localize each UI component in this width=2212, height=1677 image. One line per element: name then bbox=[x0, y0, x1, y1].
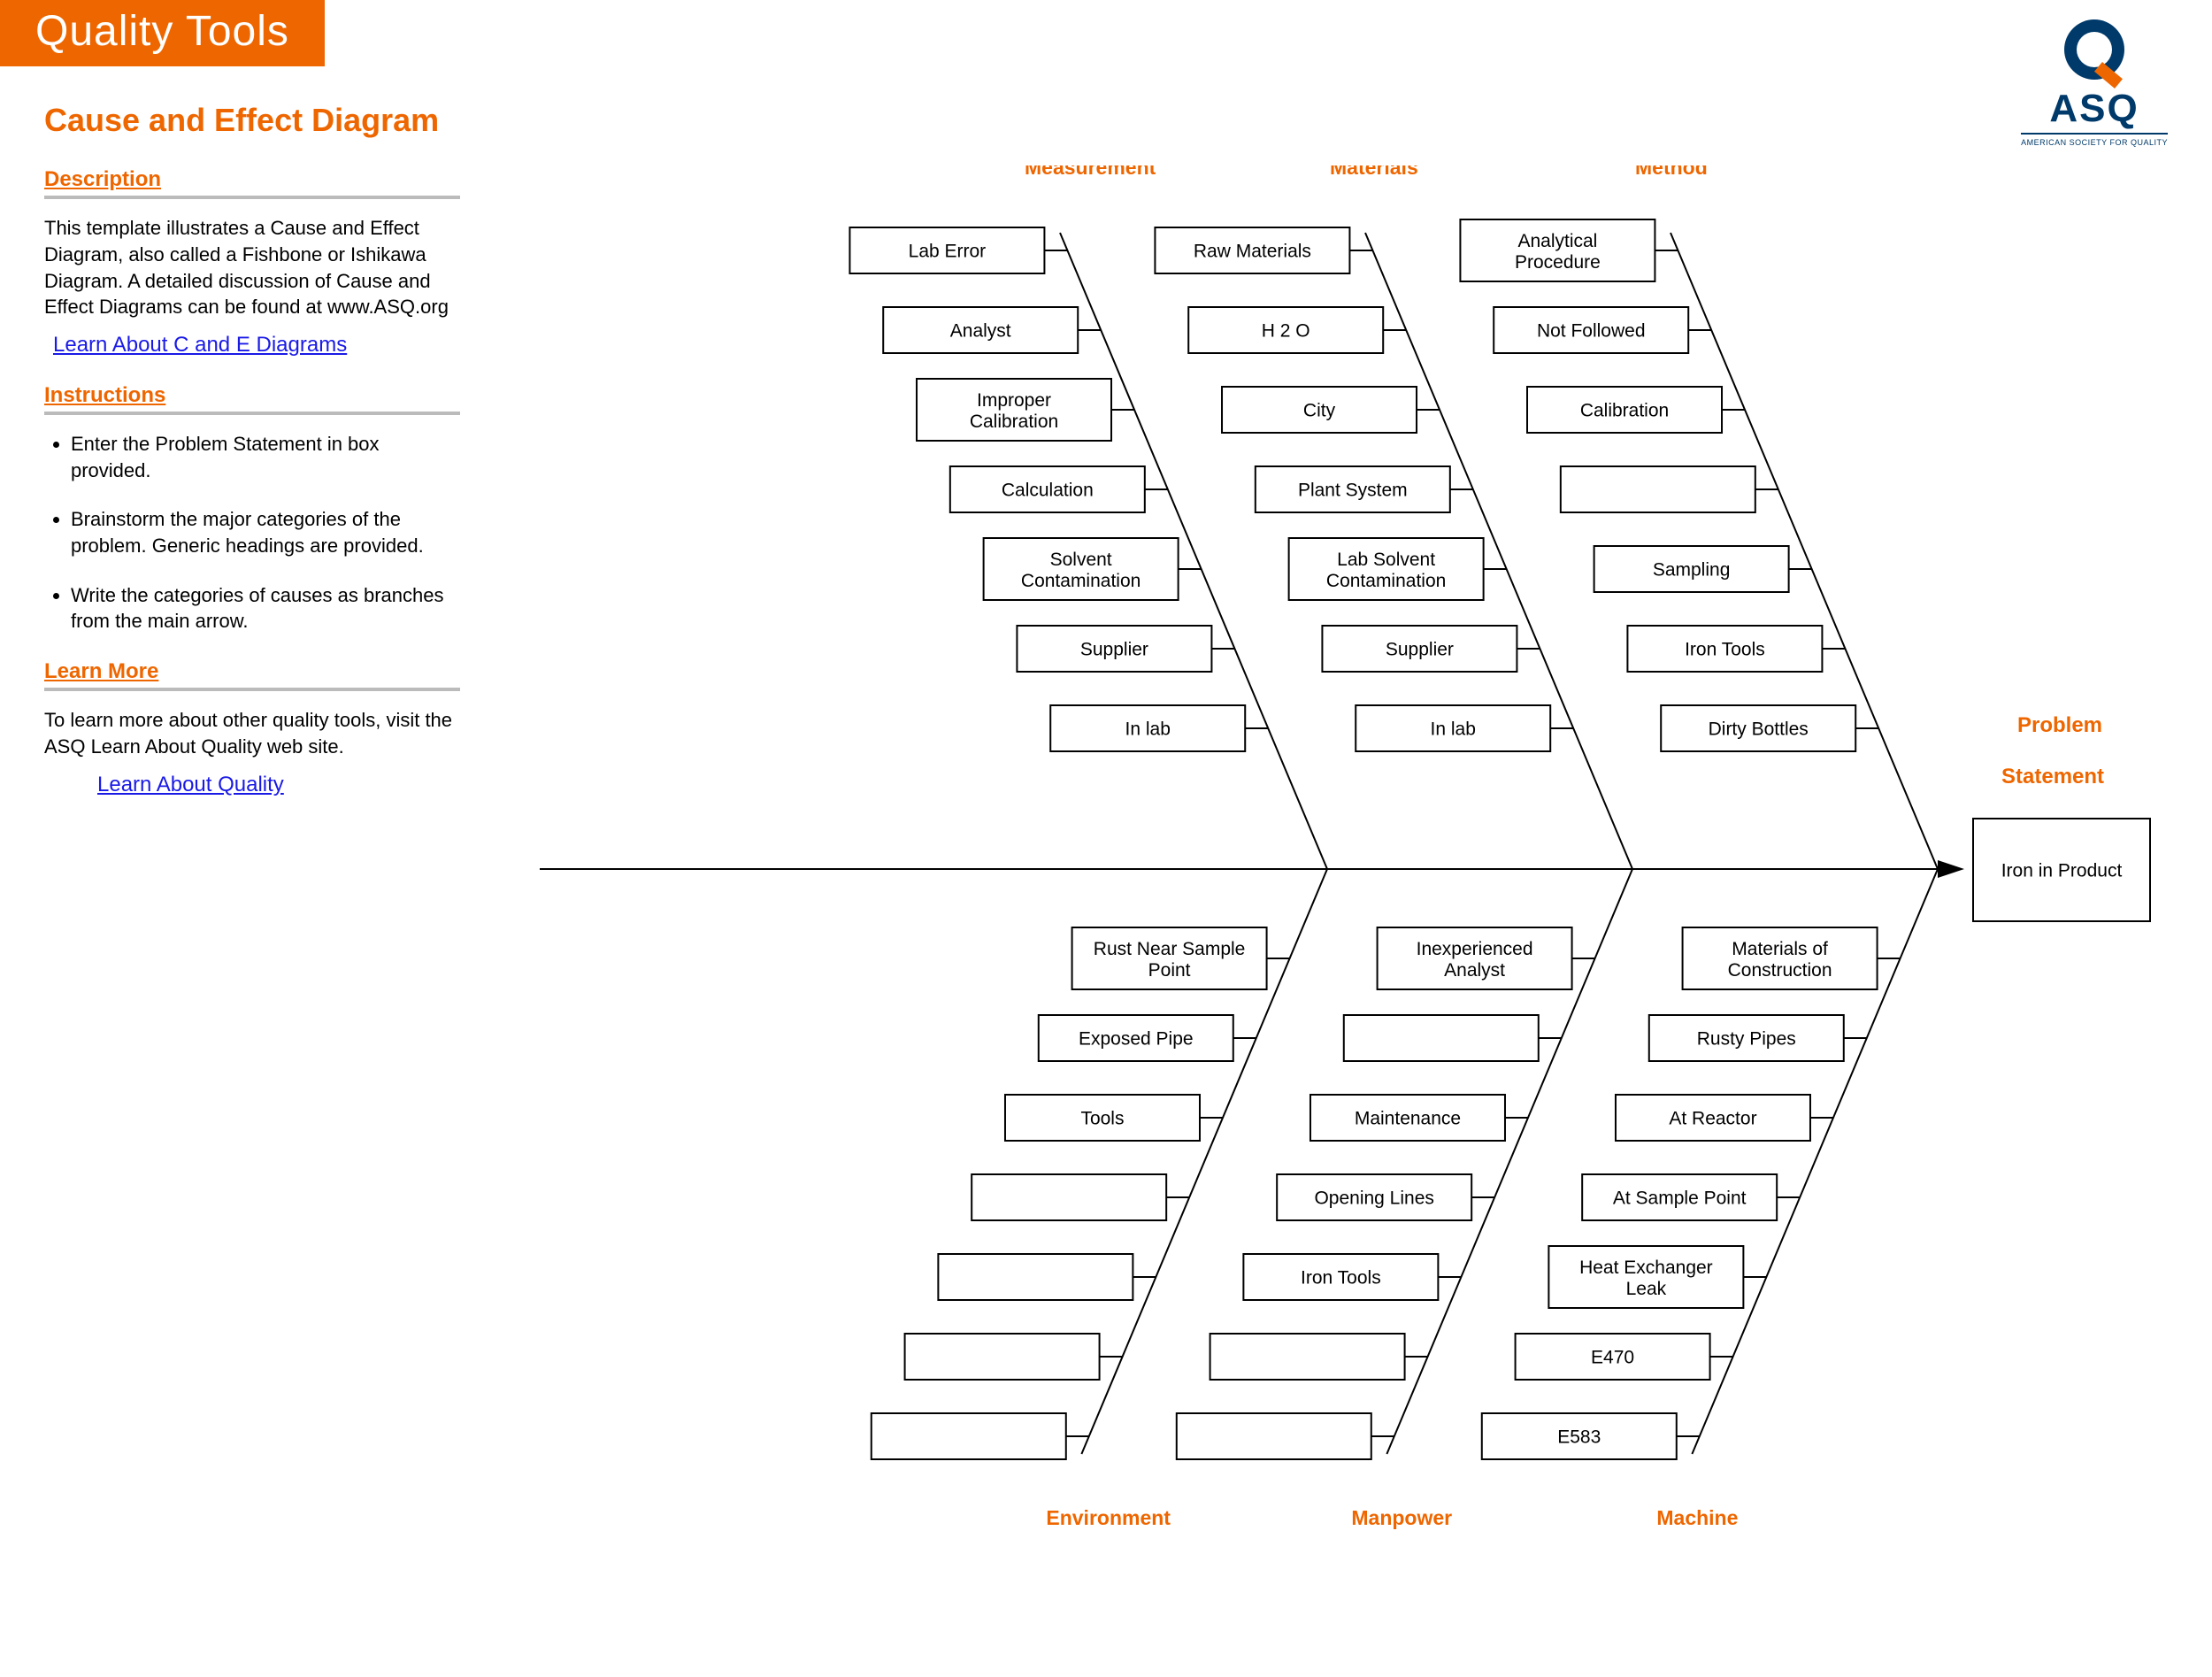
cause-box: Supplier bbox=[1322, 626, 1517, 672]
cause-box: Dirty Bottles bbox=[1661, 705, 1855, 751]
svg-text:At Sample Point: At Sample Point bbox=[1613, 1188, 1747, 1208]
cause-box: Iron Tools bbox=[1627, 626, 1822, 672]
cause-box: At Sample Point bbox=[1582, 1174, 1777, 1220]
svg-text:In lab: In lab bbox=[1125, 719, 1171, 739]
page-banner: Quality Tools bbox=[0, 0, 325, 66]
cause-box: Raw Materials bbox=[1155, 227, 1349, 273]
divider bbox=[44, 688, 460, 691]
cause-box: City bbox=[1222, 387, 1417, 433]
cause-box: AnalyticalProcedure bbox=[1460, 219, 1655, 281]
cause-box: Opening Lines bbox=[1277, 1174, 1471, 1220]
category-label: Manpower bbox=[1351, 1506, 1452, 1529]
svg-text:Opening Lines: Opening Lines bbox=[1314, 1188, 1433, 1208]
svg-text:Problem: Problem bbox=[2017, 713, 2102, 737]
svg-text:Iron Tools: Iron Tools bbox=[1685, 639, 1765, 659]
asq-q-icon bbox=[2055, 18, 2134, 88]
cause-box: E470 bbox=[1516, 1334, 1710, 1380]
cause-box: Iron Tools bbox=[1243, 1254, 1438, 1300]
svg-text:Dirty Bottles: Dirty Bottles bbox=[1709, 719, 1809, 739]
asq-tagline: AMERICAN SOCIETY FOR QUALITY bbox=[2021, 133, 2168, 147]
svg-text:Lab Error: Lab Error bbox=[909, 241, 987, 261]
svg-text:Iron in Product: Iron in Product bbox=[2001, 860, 2123, 881]
svg-text:Sampling: Sampling bbox=[1653, 559, 1731, 580]
category-label: Method bbox=[1635, 165, 1708, 179]
description-text: This template illustrates a Cause and Ef… bbox=[44, 215, 460, 320]
cause-box: Tools bbox=[1005, 1095, 1200, 1141]
instruction-item: Brainstorm the major categories of the p… bbox=[71, 506, 460, 558]
asq-logo: ASQ AMERICAN SOCIETY FOR QUALITY bbox=[2021, 18, 2168, 147]
svg-text:Calibration: Calibration bbox=[1580, 400, 1669, 420]
cause-box: Rusty Pipes bbox=[1649, 1015, 1844, 1061]
svg-text:Iron Tools: Iron Tools bbox=[1301, 1267, 1381, 1288]
description-heading: Description bbox=[44, 165, 460, 194]
divider bbox=[44, 412, 460, 415]
cause-box: Not Followed bbox=[1494, 307, 1688, 353]
cause-box: In lab bbox=[1356, 705, 1550, 751]
learn-quality-link[interactable]: Learn About Quality bbox=[97, 771, 284, 799]
cause-box: Calculation bbox=[950, 466, 1145, 512]
svg-text:Rusty Pipes: Rusty Pipes bbox=[1697, 1028, 1796, 1049]
cause-box: Lab SolventContamination bbox=[1289, 538, 1484, 600]
category-label: Materials bbox=[1330, 165, 1418, 179]
instruction-item: Enter the Problem Statement in box provi… bbox=[71, 431, 460, 483]
svg-text:ImproperCalibration: ImproperCalibration bbox=[970, 390, 1058, 432]
cause-box: Calibration bbox=[1527, 387, 1722, 433]
cause-box: Heat ExchangerLeak bbox=[1548, 1246, 1743, 1308]
cause-box: Rust Near SamplePoint bbox=[1072, 927, 1267, 989]
svg-text:AnalyticalProcedure: AnalyticalProcedure bbox=[1515, 231, 1601, 273]
cause-box: Lab Error bbox=[849, 227, 1044, 273]
svg-text:E583: E583 bbox=[1557, 1427, 1601, 1447]
asq-wordmark: ASQ bbox=[2021, 87, 2168, 131]
category-label: Machine bbox=[1656, 1506, 1738, 1529]
svg-text:Statement: Statement bbox=[2001, 765, 2104, 788]
instructions-list: Enter the Problem Statement in box provi… bbox=[44, 431, 460, 635]
instruction-item: Write the categories of causes as branch… bbox=[71, 582, 460, 635]
svg-text:In lab: In lab bbox=[1431, 719, 1476, 739]
svg-text:Tools: Tools bbox=[1080, 1108, 1124, 1128]
cause-box: H 2 O bbox=[1188, 307, 1383, 353]
svg-text:City: City bbox=[1303, 400, 1336, 420]
svg-text:Not Followed: Not Followed bbox=[1537, 320, 1646, 341]
category-label: Measurement bbox=[1025, 165, 1156, 179]
cause-box: At Reactor bbox=[1616, 1095, 1810, 1141]
svg-text:Plant System: Plant System bbox=[1298, 480, 1408, 500]
problem-statement-box: Iron in Product bbox=[1973, 819, 2150, 921]
svg-text:Raw Materials: Raw Materials bbox=[1194, 241, 1311, 261]
svg-text:Supplier: Supplier bbox=[1386, 639, 1454, 659]
page-title: Cause and Effect Diagram bbox=[44, 102, 2212, 139]
svg-text:Calculation: Calculation bbox=[1002, 480, 1094, 500]
cause-box: In lab bbox=[1050, 705, 1245, 751]
learn-ce-link[interactable]: Learn About C and E Diagrams bbox=[53, 331, 347, 359]
cause-box: Sampling bbox=[1594, 546, 1789, 592]
learn-more-heading: Learn More bbox=[44, 658, 460, 686]
cause-box: Plant System bbox=[1256, 466, 1450, 512]
fishbone-diagram: Problem Statement Iron in Product Measureme… bbox=[504, 165, 2168, 1670]
cause-box: SolventContamination bbox=[984, 538, 1179, 600]
cause-box: Materials ofConstruction bbox=[1683, 927, 1878, 989]
svg-text:Lab SolventContamination: Lab SolventContamination bbox=[1326, 550, 1446, 591]
svg-text:H 2 O: H 2 O bbox=[1262, 320, 1310, 341]
cause-box: E583 bbox=[1482, 1413, 1677, 1459]
cause-box: Analyst bbox=[883, 307, 1078, 353]
svg-text:Materials ofConstruction: Materials ofConstruction bbox=[1728, 939, 1832, 981]
svg-text:Analyst: Analyst bbox=[950, 320, 1011, 341]
svg-text:At Reactor: At Reactor bbox=[1669, 1108, 1756, 1128]
cause-box: Supplier bbox=[1017, 626, 1211, 672]
cause-box: ImproperCalibration bbox=[917, 379, 1111, 441]
cause-box: InexperiencedAnalyst bbox=[1378, 927, 1572, 989]
learn-more-text: To learn more about other quality tools,… bbox=[44, 707, 460, 759]
svg-text:Supplier: Supplier bbox=[1080, 639, 1148, 659]
category-label: Environment bbox=[1046, 1506, 1171, 1529]
instructions-heading: Instructions bbox=[44, 381, 460, 410]
svg-text:E470: E470 bbox=[1591, 1347, 1634, 1367]
svg-text:Maintenance: Maintenance bbox=[1355, 1108, 1461, 1128]
svg-text:Exposed Pipe: Exposed Pipe bbox=[1079, 1028, 1194, 1049]
cause-box: Maintenance bbox=[1310, 1095, 1505, 1141]
divider bbox=[44, 196, 460, 199]
cause-box: Exposed Pipe bbox=[1039, 1015, 1233, 1061]
